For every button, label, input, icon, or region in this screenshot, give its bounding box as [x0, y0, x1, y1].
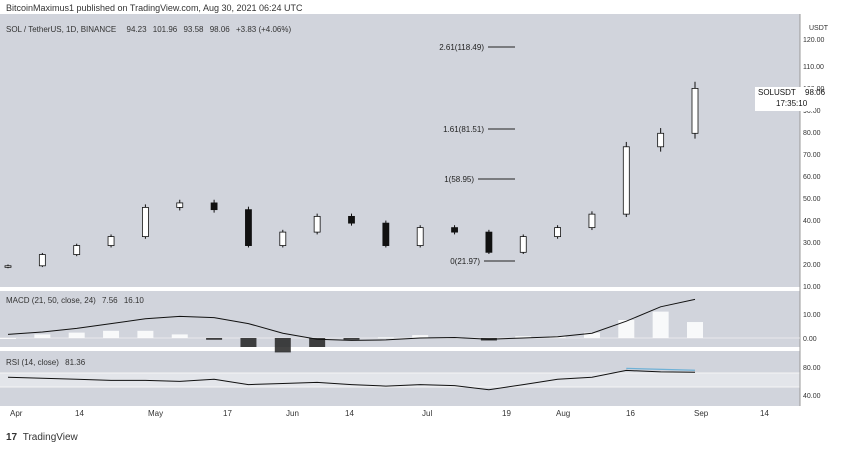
candle[interactable]	[485, 231, 493, 253]
macd-line-group	[7, 298, 696, 341]
tradingview-logo-icon: 17	[6, 432, 18, 443]
candle[interactable]	[210, 202, 218, 211]
macd-bar	[34, 334, 51, 338]
price-panel[interactable]	[0, 14, 800, 287]
rsi-line	[7, 369, 696, 391]
price-axis[interactable]: USDT 120.00 110.00 100.00 90.00 80.00 70…	[803, 25, 829, 291]
price-tick-50: 50.00	[803, 196, 821, 203]
fib-label-261: 2.61(118.49)	[439, 43, 484, 52]
footer-brand: TradingView	[22, 432, 78, 443]
rsi-label: RSI (14, close) 81.36	[6, 358, 86, 367]
macd-bar	[343, 338, 360, 340]
candle[interactable]	[279, 231, 287, 246]
price-tick-80: 80.00	[803, 130, 821, 137]
time-axis[interactable]: Apr 14 May 17 Jun 14 Jul 19 Aug 16 Sep 1…	[10, 409, 769, 418]
macd-bar	[687, 322, 703, 338]
time-tick-sep: Sep	[694, 409, 709, 418]
candle[interactable]	[4, 265, 12, 268]
fib-label-161: 1.61(81.51)	[443, 125, 484, 134]
symbol-pair: SOL / TetherUS, 1D, BINANCE 94.23 101.96…	[6, 25, 291, 34]
rsi-band	[0, 373, 800, 387]
macd-bar	[206, 338, 223, 340]
macd-bar	[137, 330, 154, 338]
time-tick-jul: Jul	[422, 409, 432, 418]
macd-tick-0: 0.00	[803, 336, 817, 343]
last-price-countdown: 17:35:10	[776, 99, 808, 108]
macd-bar	[309, 338, 326, 347]
candle[interactable]	[38, 254, 46, 267]
fib-levels[interactable]: 2.61(118.49) 1.61(81.51) 1(58.95) 0(21.9…	[439, 43, 515, 266]
candle[interactable]	[107, 236, 115, 246]
price-axis-currency: USDT	[809, 25, 829, 32]
macd-bar	[0, 338, 16, 339]
price-tick-60: 60.00	[803, 174, 821, 181]
time-tick-aug16: 16	[626, 409, 635, 418]
footer: 17 TradingView	[6, 432, 78, 443]
candle[interactable]	[416, 227, 424, 246]
last-price-box	[755, 87, 815, 111]
macd-bar	[274, 338, 291, 353]
macd-bar	[377, 337, 394, 339]
macd-bar	[515, 336, 532, 338]
macd-bar	[240, 338, 257, 347]
candle[interactable]	[691, 88, 699, 134]
publish-header: BitcoinMaximus1 published on TradingView…	[0, 0, 850, 14]
price-chart[interactable]: SOL / TetherUS, 1D, BINANCE 94.23 101.96…	[0, 14, 850, 424]
candle[interactable]	[588, 213, 596, 229]
macd-tick-10: 10.00	[803, 312, 821, 319]
fib-label-1: 1(58.95)	[444, 175, 474, 184]
macd-bar	[68, 332, 85, 338]
price-tick-40: 40.00	[803, 218, 821, 225]
time-tick-sep14: 14	[760, 409, 769, 418]
last-price-label[interactable]: SOLUSDT 98.06 17:35:10	[755, 87, 826, 111]
time-tick-apr14: 14	[75, 409, 84, 418]
price-tick-110: 110.00	[803, 64, 824, 71]
macd-bar	[412, 335, 429, 338]
price-tick-70: 70.00	[803, 152, 821, 159]
rsi-divergence-line[interactable]	[626, 367, 696, 371]
price-tick-30: 30.00	[803, 240, 821, 247]
candles[interactable]	[4, 81, 699, 269]
time-tick-may: May	[148, 409, 163, 418]
candle[interactable]	[657, 132, 665, 148]
candle[interactable]	[451, 227, 458, 233]
candle[interactable]	[141, 207, 149, 237]
last-price-value: 98.06	[805, 88, 826, 97]
candle[interactable]	[519, 236, 527, 253]
publish-text: BitcoinMaximus1 published on TradingView…	[6, 3, 303, 13]
time-tick-aug: Aug	[556, 409, 570, 418]
last-price-symbol: SOLUSDT	[758, 88, 796, 97]
time-tick-jun14: 14	[345, 409, 354, 418]
macd-bar	[103, 330, 120, 338]
rsi-line-group	[7, 367, 696, 391]
macd-line	[7, 298, 696, 341]
candle[interactable]	[348, 215, 355, 224]
rsi-tick-40: 40.00	[803, 393, 821, 400]
macd-label: MACD (21, 50, close, 24) 7.56 16.10	[6, 296, 144, 305]
time-tick-may17: 17	[223, 409, 232, 418]
fib-label-0: 0(21.97)	[450, 257, 480, 266]
candle[interactable]	[622, 146, 630, 215]
macd-bar	[618, 320, 635, 338]
macd-bar	[652, 311, 669, 338]
chart-area[interactable]: SOL / TetherUS, 1D, BINANCE 94.23 101.96…	[0, 14, 850, 424]
macd-bar	[583, 332, 600, 338]
price-tick-20: 20.00	[803, 262, 821, 269]
time-tick-jun: Jun	[286, 409, 299, 418]
candle[interactable]	[554, 227, 561, 237]
candle[interactable]	[313, 215, 321, 233]
time-tick-apr: Apr	[10, 409, 23, 418]
price-tick-10: 10.00	[803, 284, 821, 291]
candle[interactable]	[176, 202, 184, 208]
macd-bar	[171, 334, 188, 338]
rsi-tick-80: 80.00	[803, 365, 821, 372]
candle[interactable]	[73, 245, 81, 255]
candle[interactable]	[245, 209, 252, 246]
price-tick-90: 90.00	[803, 108, 821, 115]
time-tick-jul19: 19	[502, 409, 511, 418]
macd-panel[interactable]	[0, 291, 800, 347]
price-tick-120: 120.00	[803, 37, 825, 44]
candle[interactable]	[382, 222, 390, 246]
